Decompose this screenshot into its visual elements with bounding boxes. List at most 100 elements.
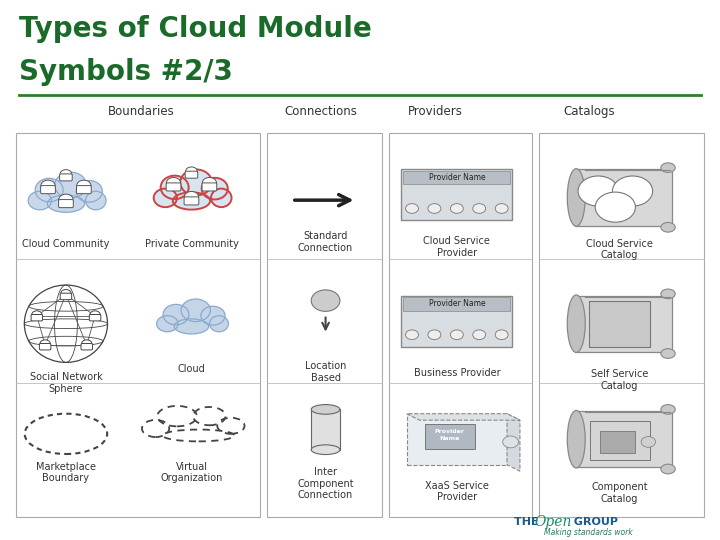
FancyBboxPatch shape bbox=[311, 409, 340, 450]
Ellipse shape bbox=[48, 195, 84, 212]
Text: Providers: Providers bbox=[408, 105, 463, 118]
Text: Connections: Connections bbox=[284, 105, 357, 118]
Text: Cloud: Cloud bbox=[178, 364, 205, 374]
FancyBboxPatch shape bbox=[600, 431, 636, 453]
FancyBboxPatch shape bbox=[184, 197, 199, 205]
Text: Open: Open bbox=[534, 516, 572, 530]
Ellipse shape bbox=[86, 191, 106, 210]
Circle shape bbox=[610, 306, 629, 321]
Text: Standard
Connection: Standard Connection bbox=[298, 231, 354, 253]
Text: Location
Based: Location Based bbox=[305, 361, 346, 383]
Ellipse shape bbox=[495, 330, 508, 340]
FancyBboxPatch shape bbox=[16, 133, 260, 517]
Circle shape bbox=[186, 167, 197, 176]
Polygon shape bbox=[407, 414, 520, 420]
Ellipse shape bbox=[193, 407, 225, 426]
Polygon shape bbox=[507, 414, 520, 471]
Text: Inter
Component
Connection: Inter Component Connection bbox=[297, 467, 354, 501]
Ellipse shape bbox=[473, 204, 486, 213]
Text: Private Community: Private Community bbox=[145, 239, 238, 249]
Ellipse shape bbox=[428, 204, 441, 213]
Ellipse shape bbox=[174, 319, 209, 334]
FancyBboxPatch shape bbox=[407, 414, 507, 465]
Ellipse shape bbox=[210, 316, 228, 332]
Ellipse shape bbox=[311, 404, 340, 414]
Circle shape bbox=[90, 311, 100, 319]
Circle shape bbox=[595, 192, 636, 222]
Text: Component
Catalog: Component Catalog bbox=[591, 482, 648, 504]
Text: Cloud Community: Cloud Community bbox=[22, 239, 109, 249]
FancyBboxPatch shape bbox=[40, 186, 55, 194]
Circle shape bbox=[202, 178, 217, 188]
FancyBboxPatch shape bbox=[389, 133, 532, 517]
Circle shape bbox=[166, 178, 181, 188]
FancyBboxPatch shape bbox=[575, 169, 672, 226]
Ellipse shape bbox=[24, 285, 107, 362]
FancyBboxPatch shape bbox=[425, 424, 474, 449]
Ellipse shape bbox=[142, 420, 169, 437]
Circle shape bbox=[40, 340, 50, 348]
Ellipse shape bbox=[661, 289, 675, 299]
Ellipse shape bbox=[158, 406, 197, 427]
Text: XaaS Service
Provider: XaaS Service Provider bbox=[425, 481, 489, 502]
FancyBboxPatch shape bbox=[185, 171, 198, 178]
Ellipse shape bbox=[567, 168, 585, 226]
Text: Self Service
Catalog: Self Service Catalog bbox=[591, 369, 648, 391]
Text: Provider: Provider bbox=[435, 429, 464, 434]
Ellipse shape bbox=[451, 330, 463, 340]
Text: Boundaries: Boundaries bbox=[108, 105, 175, 118]
Text: Making standards work: Making standards work bbox=[544, 528, 632, 537]
Ellipse shape bbox=[567, 295, 585, 353]
FancyBboxPatch shape bbox=[401, 169, 513, 220]
Text: Business Provider: Business Provider bbox=[413, 368, 500, 378]
Text: Name: Name bbox=[439, 436, 460, 441]
Text: Catalogs: Catalogs bbox=[564, 105, 616, 118]
Ellipse shape bbox=[661, 163, 675, 172]
FancyBboxPatch shape bbox=[81, 343, 92, 350]
Ellipse shape bbox=[161, 176, 189, 199]
FancyBboxPatch shape bbox=[60, 293, 72, 300]
Ellipse shape bbox=[217, 418, 245, 434]
Text: Provider Name: Provider Name bbox=[428, 299, 485, 308]
FancyBboxPatch shape bbox=[539, 133, 704, 517]
Ellipse shape bbox=[211, 188, 232, 207]
Ellipse shape bbox=[180, 170, 212, 195]
Ellipse shape bbox=[567, 410, 585, 468]
Ellipse shape bbox=[163, 429, 235, 441]
FancyBboxPatch shape bbox=[403, 171, 510, 184]
Circle shape bbox=[613, 176, 652, 206]
FancyBboxPatch shape bbox=[589, 301, 649, 347]
Ellipse shape bbox=[311, 290, 340, 312]
Ellipse shape bbox=[405, 204, 418, 213]
Ellipse shape bbox=[495, 204, 508, 213]
Circle shape bbox=[59, 194, 73, 205]
Ellipse shape bbox=[661, 349, 675, 359]
Text: Cloud Service
Provider: Cloud Service Provider bbox=[423, 236, 490, 258]
FancyBboxPatch shape bbox=[166, 183, 181, 191]
Ellipse shape bbox=[76, 180, 102, 202]
Ellipse shape bbox=[661, 464, 675, 474]
Ellipse shape bbox=[181, 299, 210, 322]
FancyBboxPatch shape bbox=[31, 314, 42, 321]
FancyBboxPatch shape bbox=[58, 200, 73, 207]
Ellipse shape bbox=[503, 436, 518, 448]
Circle shape bbox=[81, 340, 92, 348]
Text: Types of Cloud Module: Types of Cloud Module bbox=[19, 15, 372, 43]
FancyBboxPatch shape bbox=[575, 411, 672, 468]
Circle shape bbox=[60, 170, 72, 178]
Circle shape bbox=[32, 311, 42, 319]
Text: Provider Name: Provider Name bbox=[428, 173, 485, 182]
Ellipse shape bbox=[201, 306, 225, 325]
Text: THE: THE bbox=[514, 517, 543, 528]
FancyBboxPatch shape bbox=[610, 314, 629, 324]
FancyBboxPatch shape bbox=[76, 186, 91, 194]
Circle shape bbox=[60, 289, 71, 298]
Text: Social Network
Sphere: Social Network Sphere bbox=[30, 372, 102, 394]
Ellipse shape bbox=[35, 178, 63, 202]
Circle shape bbox=[77, 180, 91, 191]
Ellipse shape bbox=[173, 192, 210, 210]
Ellipse shape bbox=[55, 172, 86, 198]
Text: Symbols #2/3: Symbols #2/3 bbox=[19, 58, 233, 86]
FancyBboxPatch shape bbox=[202, 183, 217, 191]
Circle shape bbox=[41, 180, 55, 191]
